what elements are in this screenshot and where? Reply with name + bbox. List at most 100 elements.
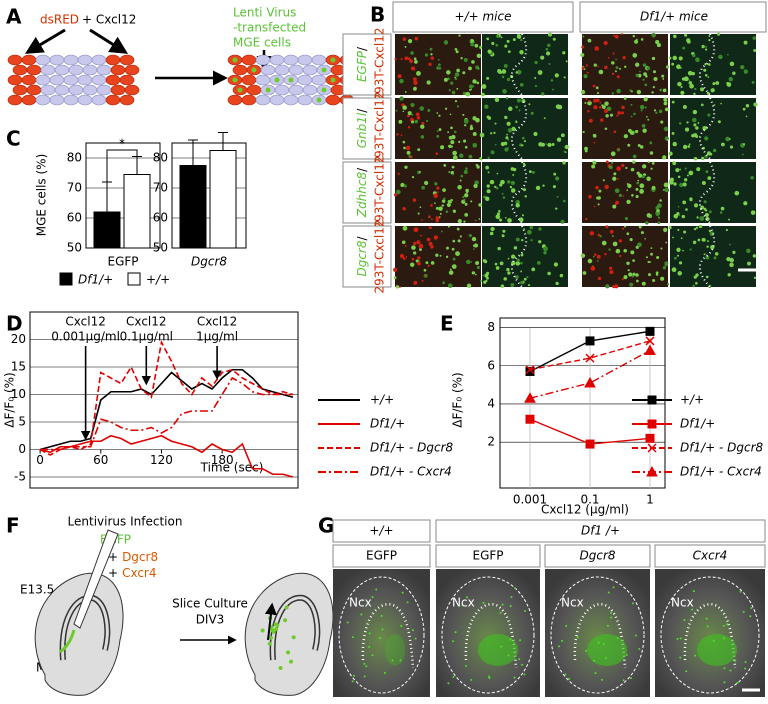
- group-header: Df1 /+: [581, 524, 620, 538]
- cell: [21, 54, 37, 66]
- cell-dot: [396, 133, 399, 136]
- egfp-cell: [602, 643, 605, 646]
- cell-dot: [604, 65, 608, 70]
- cell-dot: [518, 217, 524, 223]
- panel-letter: D: [6, 312, 23, 336]
- cell-dot: [493, 131, 496, 135]
- cell-dot: [692, 117, 697, 123]
- cell-dot: [707, 176, 712, 181]
- cell-dot: [563, 76, 566, 79]
- cell: [35, 54, 51, 66]
- cell-dot: [534, 60, 538, 65]
- cell-dot: [596, 254, 601, 259]
- cell-dot: [407, 126, 411, 129]
- cell: [119, 94, 135, 106]
- egfp-cell: [375, 588, 378, 591]
- cell-dot: [508, 106, 513, 112]
- cell-dot: [418, 243, 424, 249]
- data-point: [584, 376, 596, 388]
- cell-dot: [609, 270, 614, 275]
- cell-dot: [589, 231, 595, 236]
- cell-dot: [647, 161, 650, 164]
- cell-dot: [613, 34, 616, 37]
- x-category-label: Dgcr8: [191, 255, 227, 269]
- egfp-cell: [742, 610, 745, 613]
- egfp-cell: [381, 628, 384, 631]
- cell-dot: [519, 82, 524, 87]
- egfp-cell: [513, 676, 516, 679]
- cell-dot: [613, 172, 617, 176]
- cell-dot: [425, 261, 429, 265]
- cell-dot: [628, 128, 632, 133]
- cell-dot: [523, 163, 526, 167]
- cell: [274, 84, 290, 96]
- cell-dot: [580, 253, 586, 258]
- cell-dot: [413, 241, 417, 246]
- cell: [297, 94, 313, 106]
- cell-dot: [584, 101, 587, 104]
- cell: [232, 64, 248, 76]
- cell: [255, 74, 271, 86]
- egfp-signal: [385, 634, 405, 666]
- egfp-cell: [744, 667, 747, 670]
- micrograph: [670, 226, 756, 287]
- column-box: [544, 544, 651, 568]
- cell-dot: [424, 180, 429, 186]
- annotation: 0.001μg/ml: [51, 330, 120, 344]
- cell-dot: [486, 184, 490, 188]
- cell-dot: [451, 90, 456, 95]
- cell-dot: [725, 228, 728, 232]
- cell-dot: [619, 67, 622, 70]
- cell-dot: [471, 236, 477, 242]
- cell-dot: [452, 155, 458, 161]
- cell-dot: [655, 111, 658, 114]
- cell: [325, 94, 341, 106]
- egfp-cell: [380, 614, 383, 617]
- egfp-cell: [361, 599, 364, 602]
- cell-dot: [515, 261, 521, 266]
- cell-dot: [615, 248, 621, 254]
- panel-letter: A: [6, 5, 22, 29]
- y-tick-label: 80: [153, 151, 168, 165]
- cell-dot: [627, 269, 630, 272]
- cell-dot: [631, 193, 634, 197]
- cell-dot: [543, 250, 547, 255]
- cell-dot: [474, 219, 477, 222]
- cell-dot: [705, 255, 710, 260]
- cell-dot: [481, 92, 485, 97]
- cell-dot: [513, 246, 518, 250]
- migrating-cell: [268, 635, 273, 640]
- egfp-cell: [564, 673, 567, 676]
- cell-dot: [538, 240, 542, 244]
- cell: [54, 84, 70, 96]
- cell-dot: [728, 138, 731, 140]
- cell-dot: [498, 210, 501, 213]
- cell-dot: [683, 230, 687, 234]
- cell-dot: [615, 58, 618, 61]
- cell-dot: [474, 180, 479, 185]
- cell-dot: [448, 171, 451, 173]
- cell-dot: [661, 74, 665, 78]
- cell-dot: [662, 266, 667, 270]
- cell-dot: [457, 184, 462, 190]
- cell-dot: [592, 84, 596, 88]
- cell-dot: [753, 276, 757, 279]
- y-tick-label: 4: [487, 396, 495, 410]
- cell-dot: [686, 121, 689, 124]
- cell-dot: [409, 262, 415, 267]
- egfp-cell: [584, 649, 587, 652]
- cell-dot: [626, 189, 629, 191]
- cell-dot: [598, 106, 602, 109]
- cell-dot: [484, 260, 488, 264]
- cell-dot: [450, 126, 453, 130]
- cell-dot: [447, 131, 450, 134]
- egfp-cell: [470, 678, 473, 681]
- column-box: [654, 544, 766, 568]
- cell-dot: [647, 273, 652, 277]
- cell-dot: [725, 136, 730, 142]
- cell-dot: [543, 117, 546, 120]
- cell-dot: [646, 176, 651, 181]
- cell-dot: [662, 78, 665, 80]
- migrating-cell: [278, 666, 283, 671]
- cell-dot: [515, 203, 520, 208]
